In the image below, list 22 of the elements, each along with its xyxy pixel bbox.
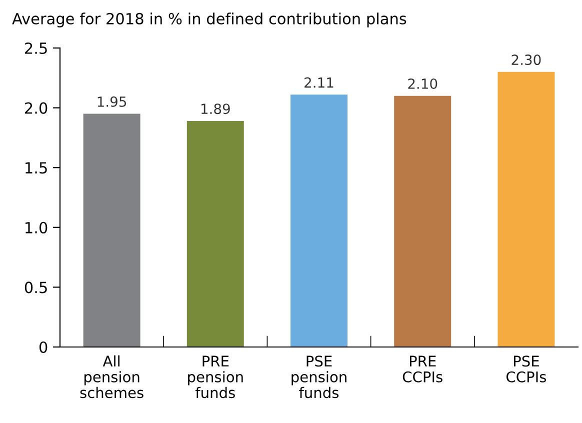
bar — [394, 96, 452, 347]
bar — [83, 114, 140, 347]
x-tick-label: All pension schemes — [80, 355, 144, 398]
data-label: 1.89 — [201, 104, 230, 114]
y-tick-label: 0.5 — [24, 282, 47, 294]
y-tick-label: 0 — [39, 341, 48, 354]
data-label: 2.30 — [512, 54, 541, 66]
data-label: 2.11 — [304, 77, 334, 88]
data-label: 2.10 — [408, 78, 438, 89]
bar — [498, 72, 555, 347]
data-label: 1.95 — [98, 96, 126, 107]
y-tick-label: 1.0 — [26, 222, 48, 234]
y-tick-label: 2.0 — [25, 102, 48, 114]
y-tick-label: 2.5 — [25, 42, 47, 54]
bar — [186, 120, 244, 347]
x-tick-label: PRE CCPIs — [402, 356, 442, 382]
x-tick-label: PSE CCPIs — [506, 356, 546, 382]
y-tick-label: 1.5 — [26, 162, 47, 174]
chart-title: Average for 2018 in % in defined contribution plans — [12, 12, 406, 28]
x-tick-label: PSE pension funds — [292, 356, 346, 398]
x-tick-label: PRE pension funds — [188, 356, 243, 398]
bar — [290, 94, 348, 347]
